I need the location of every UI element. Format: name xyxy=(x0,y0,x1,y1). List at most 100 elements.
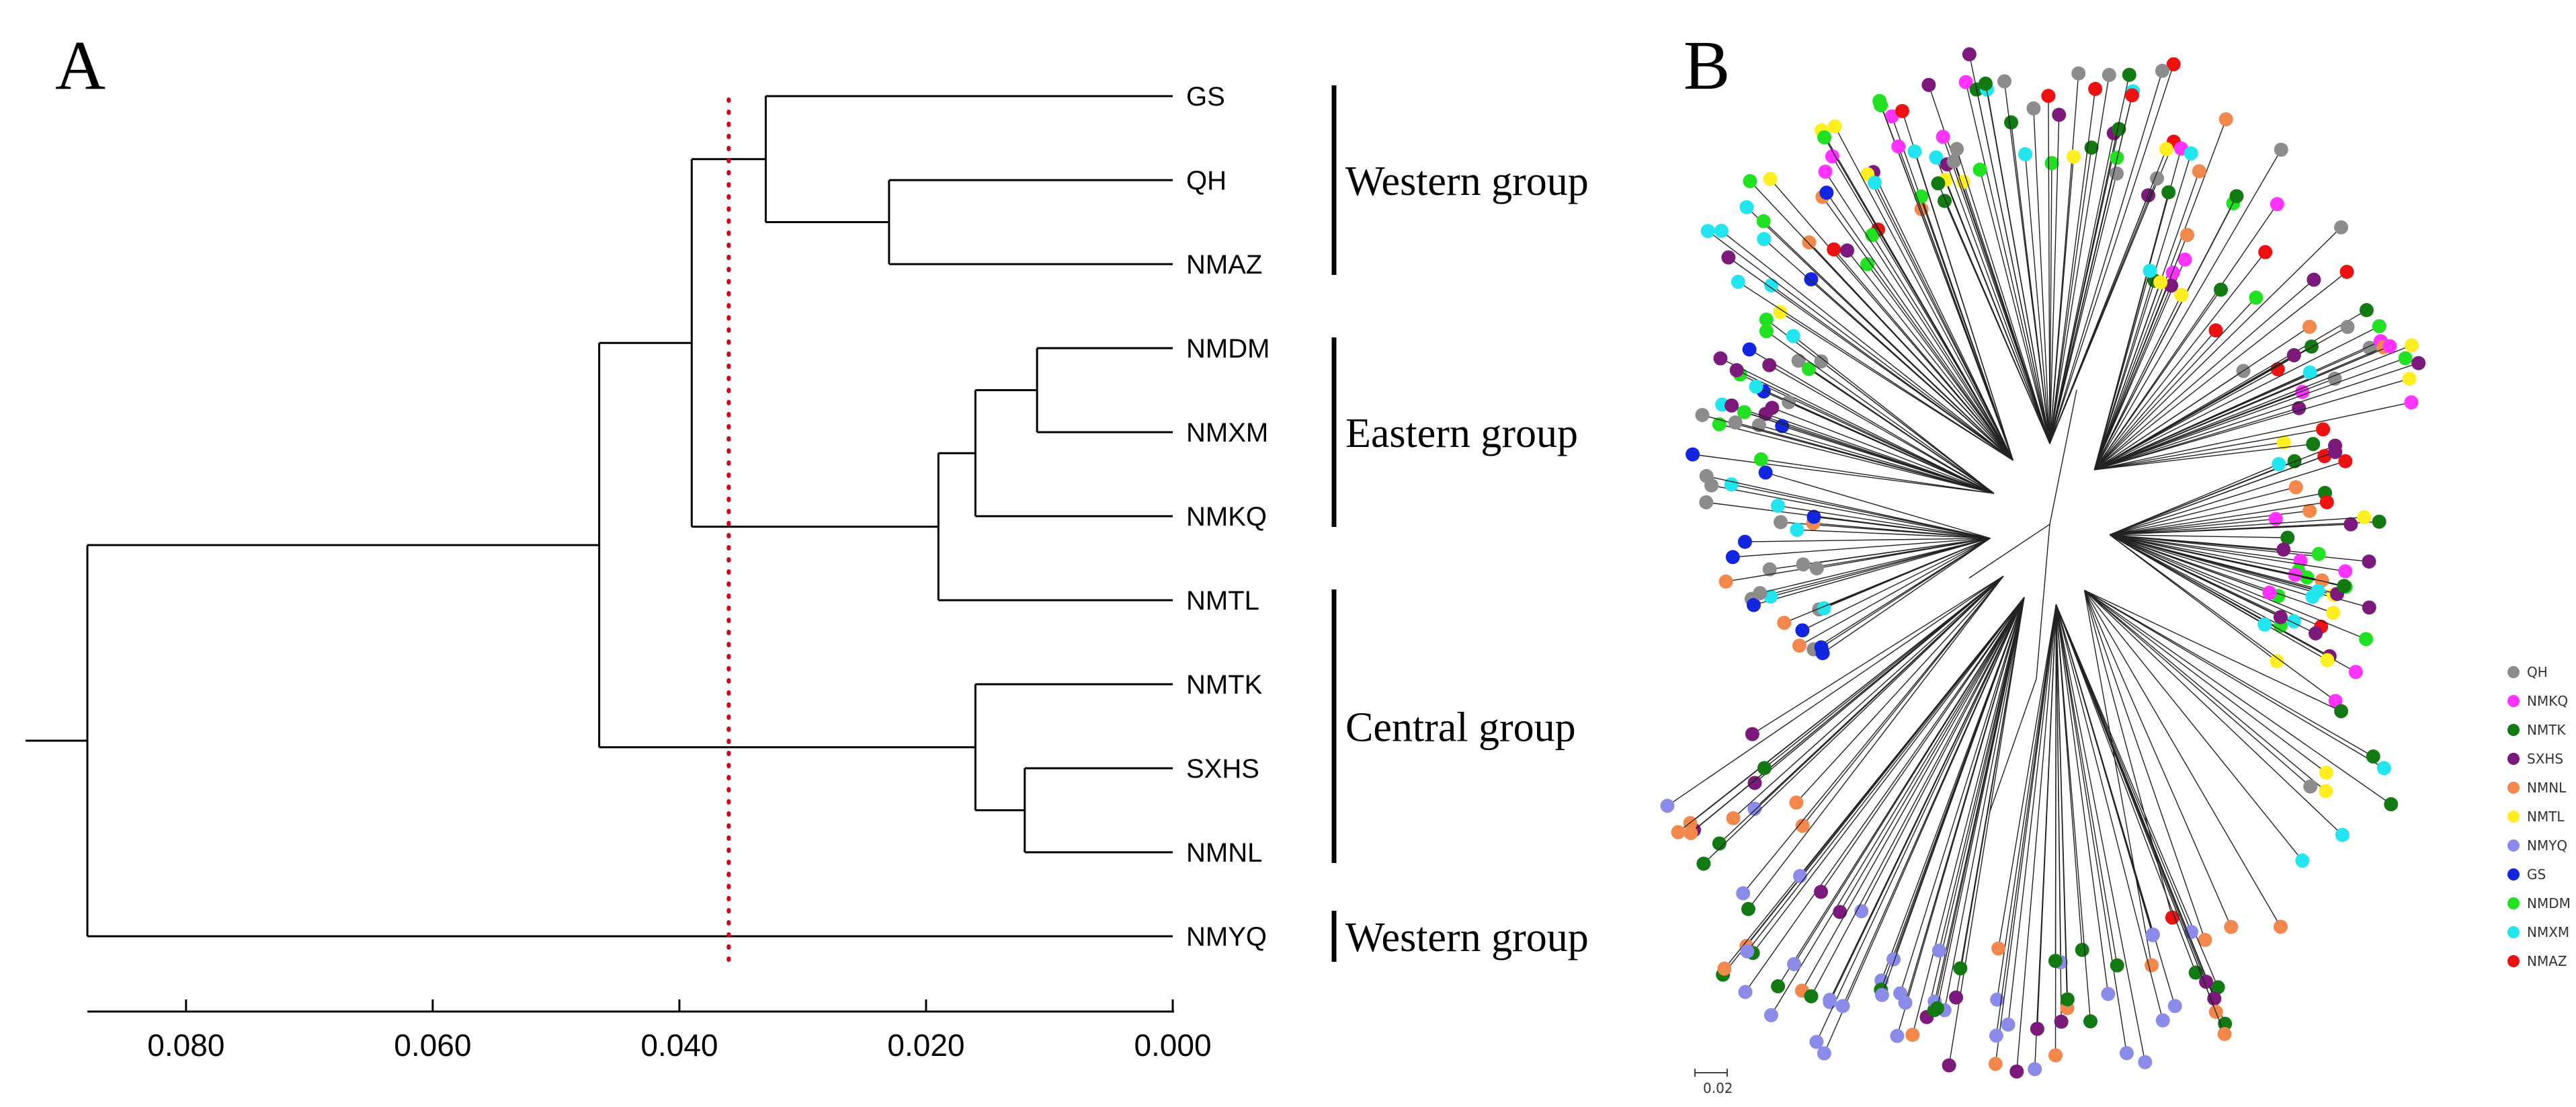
leaf-label-nmyq: NMYQ xyxy=(1186,922,1267,952)
tip-nmyq xyxy=(2155,1013,2170,1028)
tip-sxhs xyxy=(1921,77,1936,92)
tip-nmkq xyxy=(2348,665,2363,680)
radial-branch xyxy=(2049,75,2110,444)
tip-nmyq xyxy=(1740,944,1755,958)
tip-nmtk xyxy=(1804,989,1819,1003)
radial-branch xyxy=(1744,411,1995,494)
tip-nmxm xyxy=(1764,278,1779,293)
radial-branch xyxy=(1995,604,2057,1036)
tip-nmxm xyxy=(1749,379,1763,394)
tip-nmtk xyxy=(2306,437,2321,452)
radial-branch xyxy=(2110,534,2313,598)
radial-branch xyxy=(1728,257,2013,461)
tip-nmtk xyxy=(2304,339,2319,354)
tip-sxhs xyxy=(1840,243,1855,258)
tip-nmxm xyxy=(1731,274,1745,289)
radial-branch xyxy=(1759,538,1991,594)
radial-branch xyxy=(2084,589,2343,835)
radial-branch xyxy=(1822,196,2013,461)
legend-swatch-nmkq xyxy=(2507,695,2520,707)
tip-gs xyxy=(1819,186,1834,200)
tip-nmaz xyxy=(2338,454,2353,468)
tip-nmyq xyxy=(1874,987,1889,1002)
tip-nmtl xyxy=(2153,275,2168,290)
radial-branch xyxy=(1872,235,2013,461)
tip-nmxm xyxy=(1867,175,1882,190)
radial-branch xyxy=(1677,575,2004,833)
radial-branch xyxy=(2094,362,2419,470)
radial-branch xyxy=(1881,597,2025,995)
tip-sxhs xyxy=(2307,272,2321,287)
tip-nmtk xyxy=(1953,961,1968,976)
radial-branch xyxy=(2024,154,2050,444)
radial-branch xyxy=(2110,487,2296,536)
legend-swatch-nmtl xyxy=(2507,811,2520,823)
tip-qh xyxy=(1751,418,1766,433)
radial-branch xyxy=(2093,153,2192,470)
tip-nmkq xyxy=(1825,149,1839,164)
radial-branch xyxy=(2094,378,2410,470)
tip-nmyq xyxy=(1817,1046,1831,1061)
radial-branch xyxy=(2049,147,2092,444)
tip-gs xyxy=(1686,447,1700,462)
panel-a-dendrogram: A GS QH NMAZ NMDM NMXM NMKQ NMTL NMTK SXHS NMNL NM… xyxy=(26,27,1589,1063)
tip-qh xyxy=(1762,562,1777,577)
axis-tick-label-1: 0.060 xyxy=(394,1028,471,1063)
radial-branch xyxy=(1813,516,1991,539)
radial-branch xyxy=(1784,538,1991,624)
radial-branch xyxy=(2110,534,2319,592)
radial-branch xyxy=(1799,538,1991,647)
tip-nmaz xyxy=(2339,264,2354,279)
leaf-label-gs: GS xyxy=(1186,82,1225,112)
tip-nmnl xyxy=(2288,480,2303,495)
tip-sxhs xyxy=(2328,444,2343,459)
tip-nmxm xyxy=(1724,477,1739,492)
radial-branch xyxy=(2084,589,2327,774)
radial-branch xyxy=(2049,173,2118,444)
radial-branch xyxy=(1759,424,1995,494)
radial-branch xyxy=(1985,83,2050,444)
radial-branch xyxy=(1914,151,2013,461)
tip-nmtk xyxy=(1757,761,1772,776)
radial-branch xyxy=(2109,534,2356,673)
tip-nmaz xyxy=(2316,422,2331,437)
tip-nmtk xyxy=(1696,856,1711,871)
tip-nmtk xyxy=(1978,76,1993,91)
radial-branch xyxy=(1737,281,2013,461)
tip-nmtk xyxy=(2384,797,2399,812)
radial-branch xyxy=(2055,604,2163,1021)
tip-nmdm xyxy=(1874,98,1888,113)
tip-gs xyxy=(1746,598,1761,612)
radial-branch xyxy=(2055,604,2218,988)
radial-branch xyxy=(2094,325,2380,470)
tip-qh xyxy=(1814,354,1829,369)
radial-branch xyxy=(2110,524,2351,536)
tip-nmnl xyxy=(2302,319,2317,334)
radial-branch xyxy=(2093,326,2310,470)
radial-branch xyxy=(1934,597,2025,1002)
tip-nmnl xyxy=(1726,811,1741,825)
tip-nmtk xyxy=(2122,67,2136,82)
tip-nmyq xyxy=(1886,952,1901,967)
tip-nmkq xyxy=(2295,384,2310,399)
tip-nmxm xyxy=(1929,150,1944,165)
radial-branch xyxy=(2093,235,2188,470)
radial-branch xyxy=(2109,451,2335,536)
tip-nmxm xyxy=(2311,583,2325,598)
tip-nmyq xyxy=(1989,1028,2003,1043)
radial-branch xyxy=(1809,368,1995,494)
radial-branch xyxy=(1765,331,1995,494)
tip-qh xyxy=(1796,557,1811,572)
radial-branch xyxy=(2084,589,2282,928)
tip-nmxm xyxy=(2184,146,2198,161)
radial-branch xyxy=(2083,590,2232,928)
legend-label-qh: QH xyxy=(2527,664,2548,680)
tip-nmyq xyxy=(2101,987,2116,1001)
tip-nmnl xyxy=(1795,819,1810,833)
tip-sxhs xyxy=(2292,401,2307,415)
radial-branch xyxy=(1719,423,1995,494)
tip-sxhs xyxy=(1765,401,1780,415)
radial-branch xyxy=(1761,458,1994,494)
radial-branch xyxy=(2110,492,2325,536)
radial-branch xyxy=(1829,597,2025,1000)
